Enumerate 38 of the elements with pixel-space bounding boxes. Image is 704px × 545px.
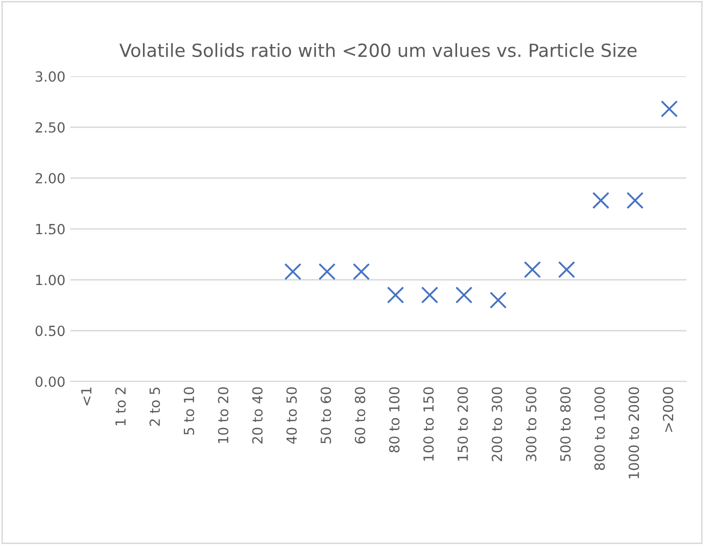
x-tick-label: 80 to 100 [389, 387, 400, 452]
x-tick-label: 20 to 40 [252, 387, 263, 444]
x-tick-label: 150 to 200 [457, 387, 468, 461]
x-tick-label: 5 to 10 [184, 387, 194, 435]
point [352, 263, 370, 280]
y-tick-label: 0.00 [36, 376, 65, 387]
y-tick-label: 1.50 [36, 224, 65, 234]
point [455, 286, 472, 304]
x-tick-label: <1 [81, 388, 92, 406]
x-tick-label: 40 to 50 [286, 387, 297, 444]
point [626, 192, 644, 209]
x-tick-label: 10 to 20 [218, 387, 228, 443]
x-tick-label: 800 to 1000 [594, 387, 605, 470]
y-tick-label: 2.00 [36, 173, 65, 184]
y-tick-label: 3.00 [36, 71, 65, 82]
y-tick-label: 1.00 [36, 274, 65, 286]
point [318, 263, 336, 280]
x-tick-label: 2 to 5 [149, 388, 160, 426]
point [284, 263, 302, 280]
x-tick-label: >2000 [662, 387, 674, 432]
chart-title: Volatile Solids ratio with <200 um values vs. Particle Size [119, 43, 637, 58]
x-tick-label: 100 to 150 [423, 387, 434, 461]
point [558, 261, 576, 278]
point [660, 100, 678, 118]
x-tick-label: 500 to 800 [560, 387, 571, 462]
x-tick-label: 50 to 60 [320, 387, 332, 444]
x-tick-label: 1000 to 2000 [628, 387, 640, 478]
y-tick-label: 2.50 [36, 122, 65, 133]
point [490, 292, 507, 309]
x-tick-label: 1 to 2 [115, 388, 126, 426]
point [386, 286, 404, 304]
x-tick-label: 60 to 80 [354, 387, 366, 444]
point [524, 261, 541, 278]
point [421, 286, 438, 304]
point [592, 192, 610, 209]
y-tick-label: 0.50 [36, 326, 65, 336]
x-tick-label: 300 to 500 [526, 387, 536, 462]
x-tick-label: 200 to 300 [492, 387, 502, 462]
